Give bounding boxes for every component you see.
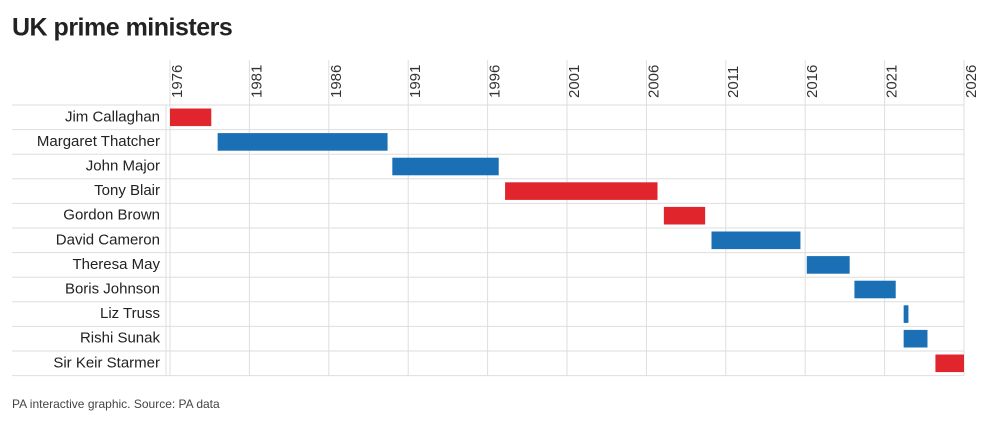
bar bbox=[217, 133, 388, 151]
y-tick-label: Theresa May bbox=[72, 256, 160, 273]
x-tick-label: 1986 bbox=[328, 65, 345, 98]
y-tick-label: Gordon Brown bbox=[63, 207, 160, 224]
x-tick-label: 1976 bbox=[169, 65, 186, 98]
y-tick-label: Jim Callaghan bbox=[65, 108, 160, 125]
bar bbox=[711, 231, 801, 250]
x-tick-label: 2021 bbox=[884, 65, 901, 98]
x-tick-label: 2026 bbox=[963, 65, 980, 98]
x-tick-label: 2001 bbox=[566, 65, 583, 98]
source-note: PA interactive graphic. Source: PA data bbox=[12, 397, 220, 411]
y-tick-label: Boris Johnson bbox=[65, 280, 160, 297]
bar bbox=[505, 182, 658, 200]
y-tick-label: Sir Keir Starmer bbox=[53, 354, 160, 371]
y-tick-label: Rishi Sunak bbox=[80, 330, 161, 347]
x-tick-label: 1991 bbox=[407, 65, 424, 98]
bar bbox=[806, 256, 850, 274]
x-tick-label: 2011 bbox=[725, 66, 742, 98]
y-tick-label: Liz Truss bbox=[100, 305, 160, 322]
y-tick-label: Margaret Thatcher bbox=[37, 133, 160, 150]
bar bbox=[903, 329, 928, 348]
x-tick-label: 2006 bbox=[645, 65, 662, 98]
bar bbox=[170, 108, 212, 127]
bar bbox=[392, 157, 499, 176]
x-tick-label: 1996 bbox=[487, 65, 504, 98]
chart-title: UK prime ministers bbox=[12, 14, 232, 42]
bar bbox=[663, 206, 706, 225]
bar bbox=[935, 354, 964, 373]
y-tick-label: Tony Blair bbox=[94, 182, 160, 199]
x-tick-label: 1981 bbox=[248, 65, 265, 98]
bar bbox=[854, 280, 896, 299]
x-tick-label: 2016 bbox=[804, 65, 821, 98]
y-tick-label: John Major bbox=[86, 157, 160, 174]
bar bbox=[903, 305, 909, 323]
y-tick-label: David Cameron bbox=[56, 231, 160, 248]
